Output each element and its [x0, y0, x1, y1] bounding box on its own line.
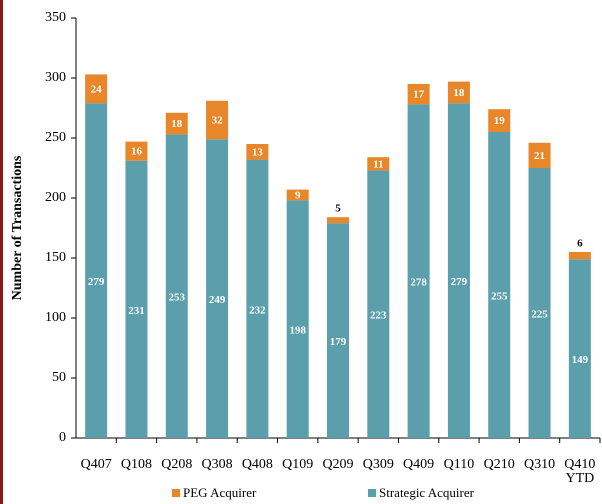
bar-segment [568, 252, 591, 260]
value-label: 231 [128, 305, 145, 317]
value-label: 249 [209, 294, 226, 306]
value-label: 17 [413, 89, 425, 101]
bar-segment [206, 139, 229, 438]
x-tick-label: Q310 [524, 457, 555, 472]
x-tick-label: Q208 [161, 457, 192, 472]
y-tick-label: 50 [52, 370, 66, 385]
bar-segment [246, 144, 269, 160]
legend-swatch [172, 489, 180, 497]
x-tick-label: Q108 [121, 457, 152, 472]
value-label: 225 [531, 309, 548, 321]
bar-segment [367, 157, 390, 171]
value-label: 278 [410, 277, 427, 289]
value-label: 18 [453, 87, 465, 99]
value-label: 149 [572, 354, 589, 366]
value-label: 179 [330, 336, 347, 348]
x-tick-label: Q109 [282, 457, 313, 472]
bar-segment [528, 168, 551, 438]
x-tick-label: Q308 [202, 457, 233, 472]
value-label: 32 [212, 115, 224, 127]
x-tick-label: Q409 [403, 457, 434, 472]
bar-segment [447, 81, 470, 104]
value-label: 24 [91, 83, 103, 95]
bar-segment [488, 109, 511, 132]
bar-segment [407, 84, 430, 105]
bar-segment [85, 103, 108, 438]
value-label: 279 [88, 276, 105, 288]
value-label: 6 [577, 238, 583, 250]
value-label: 255 [491, 291, 508, 303]
bar-segment [85, 74, 108, 104]
bar-segment [286, 200, 309, 438]
bar-segment [327, 223, 349, 438]
bar-segment [528, 142, 551, 168]
value-label: 5 [335, 203, 341, 215]
y-tick-label: 100 [45, 310, 66, 325]
bar-segment [165, 112, 188, 135]
bar-segment [568, 259, 591, 438]
bar-segment [125, 160, 148, 439]
x-tick-label: Q410 YTD [564, 457, 595, 486]
value-label: 11 [373, 158, 383, 170]
value-label: 16 [131, 146, 143, 158]
bar-segment [407, 104, 430, 439]
value-label: 18 [171, 118, 183, 130]
value-label: 19 [494, 115, 506, 127]
y-tick-label: 250 [45, 130, 66, 145]
value-label: 253 [169, 292, 186, 304]
value-label: 21 [534, 150, 545, 162]
x-tick-label: Q408 [242, 457, 273, 472]
bar-segment [206, 100, 229, 140]
x-tick-label: Q210 [484, 457, 515, 472]
bar-segment [447, 103, 470, 438]
value-label: 279 [451, 276, 468, 288]
x-tick-label: Q309 [363, 457, 394, 472]
bar-segment [286, 189, 309, 201]
value-label: 223 [370, 310, 387, 322]
legend-swatch [368, 489, 376, 497]
bar-segment [367, 170, 390, 438]
x-tick-label: Q407 [81, 457, 112, 472]
value-label: 232 [249, 304, 266, 316]
y-tick-label: 350 [45, 10, 66, 25]
side-strip [0, 0, 3, 504]
y-axis-label: Number of Transactions [10, 155, 25, 300]
y-tick-label: 0 [59, 430, 66, 445]
legend-label: PEG Acquirer [183, 485, 257, 500]
legend-label: Strategic Acquirer [379, 485, 475, 500]
value-label: 198 [289, 325, 306, 337]
bar-segment [165, 134, 188, 438]
y-tick-label: 200 [45, 190, 66, 205]
value-label: 13 [252, 146, 264, 158]
bar-segment [327, 217, 349, 224]
x-tick-label: Q209 [322, 457, 353, 472]
y-tick-label: 300 [45, 70, 66, 85]
y-tick-label: 150 [45, 250, 66, 265]
value-label: 9 [295, 190, 301, 202]
bar-segment [488, 132, 511, 438]
x-tick-label: Q110 [444, 457, 475, 472]
bar-segment [246, 159, 269, 438]
bar-segment [125, 141, 148, 161]
